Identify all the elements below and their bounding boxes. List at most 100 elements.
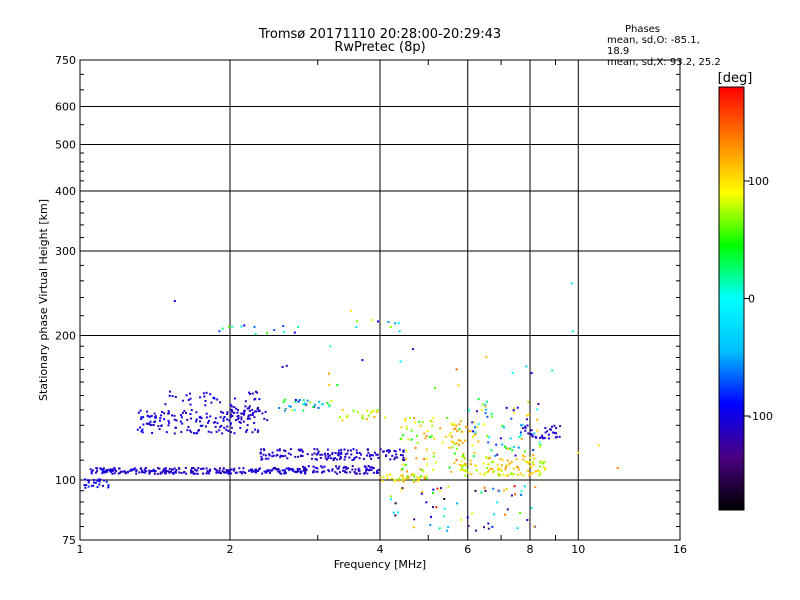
echo-point: [424, 437, 427, 440]
echo-point: [342, 469, 344, 472]
echo-point: [358, 451, 361, 454]
echo-point: [379, 476, 382, 479]
echo-point: [438, 527, 441, 530]
echo-point: [401, 474, 404, 477]
echo-point: [525, 418, 528, 421]
x-axis-ticks: 1 2 4 6 8 10 16: [77, 60, 687, 556]
echo-point: [145, 422, 148, 425]
echo-point: [146, 410, 148, 413]
echo-point: [512, 411, 515, 414]
echo-point: [249, 413, 252, 416]
echo-point: [412, 526, 415, 529]
echo-point: [99, 478, 102, 481]
echo-point: [251, 413, 254, 416]
echo-point: [294, 401, 297, 403]
echo-point: [493, 469, 496, 472]
echo-point: [373, 416, 376, 418]
echo-point: [141, 471, 144, 473]
echo-point: [173, 300, 176, 302]
echo-point: [309, 401, 312, 404]
echo-point: [329, 345, 332, 348]
echo-point: [260, 455, 263, 458]
echo-point: [184, 467, 187, 469]
echo-point: [547, 437, 550, 440]
echo-point: [84, 486, 87, 489]
echo-point: [407, 476, 410, 479]
echo-point: [329, 457, 332, 460]
echo-point: [404, 417, 407, 420]
echo-point: [524, 429, 527, 432]
echo-point: [336, 472, 339, 475]
echo-point: [432, 506, 434, 508]
echo-point: [387, 451, 390, 454]
echo-point: [254, 410, 256, 413]
echo-point: [242, 413, 245, 416]
echo-point: [298, 449, 301, 452]
echo-point: [516, 474, 519, 476]
echo-point: [201, 424, 204, 427]
echo-point: [402, 480, 405, 483]
phase-line-o: mean, sd,O: -85.1, 18.9: [607, 35, 700, 57]
echo-point: [244, 471, 246, 474]
echo-point: [376, 409, 379, 411]
echo-point: [313, 448, 316, 451]
echo-point: [299, 470, 302, 473]
echo-point: [214, 421, 216, 424]
echo-point: [236, 411, 239, 414]
echo-point: [156, 472, 159, 475]
echo-point: [271, 455, 274, 458]
echo-point: [284, 450, 287, 453]
echo-point: [351, 459, 354, 461]
echo-point: [189, 403, 192, 406]
echo-point: [345, 416, 348, 419]
echo-point: [109, 469, 112, 472]
echo-point: [300, 449, 303, 452]
x-tick-label: 2: [227, 543, 234, 556]
echo-point: [275, 468, 278, 471]
echo-point: [410, 429, 413, 432]
echo-point: [522, 474, 525, 477]
echo-point: [467, 471, 470, 474]
echo-point: [255, 410, 258, 413]
echo-point: [282, 400, 285, 403]
echo-point: [160, 424, 163, 427]
echo-point: [283, 449, 286, 452]
y-tick-label: 750: [55, 54, 76, 67]
echo-point: [355, 326, 358, 328]
echo-point: [148, 472, 151, 475]
echo-point: [350, 453, 353, 456]
echo-point: [113, 472, 116, 475]
echo-point: [173, 471, 176, 474]
y-tick-label: 75: [62, 534, 76, 547]
echo-point: [283, 398, 286, 401]
echo-point: [242, 420, 245, 423]
echo-point: [234, 471, 237, 474]
echo-point: [529, 465, 532, 468]
echo-point: [249, 469, 252, 472]
echo-point: [530, 433, 533, 436]
echo-point: [189, 397, 192, 400]
echo-point: [168, 394, 171, 397]
echo-point: [150, 469, 153, 472]
echo-point: [538, 470, 541, 473]
echo-point: [220, 424, 223, 427]
echo-point: [471, 444, 474, 447]
echo-point: [268, 454, 271, 457]
echo-point: [130, 468, 133, 471]
echo-point: [281, 366, 284, 368]
echo-point: [267, 457, 270, 460]
echo-point: [457, 439, 460, 442]
echo-point: [354, 468, 357, 471]
echo-point: [226, 418, 229, 421]
echo-point: [221, 327, 224, 330]
echo-point: [167, 412, 170, 415]
colorbar-tick-label: 0: [748, 293, 755, 306]
echo-point: [467, 525, 470, 527]
echo-point: [461, 442, 464, 445]
echo-point: [159, 471, 162, 474]
echo-point: [518, 435, 521, 438]
echo-point: [461, 455, 464, 458]
echo-point: [222, 419, 225, 422]
echo-point: [266, 332, 268, 335]
echo-point: [141, 469, 144, 472]
